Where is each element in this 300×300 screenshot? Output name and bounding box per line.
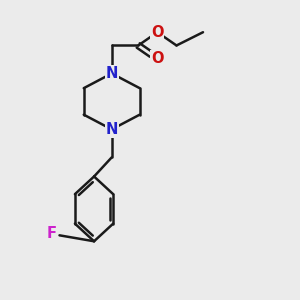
Text: O: O (151, 51, 164, 66)
Text: F: F (46, 226, 56, 242)
Text: N: N (106, 122, 118, 137)
Text: O: O (151, 25, 164, 40)
Text: N: N (106, 66, 118, 81)
